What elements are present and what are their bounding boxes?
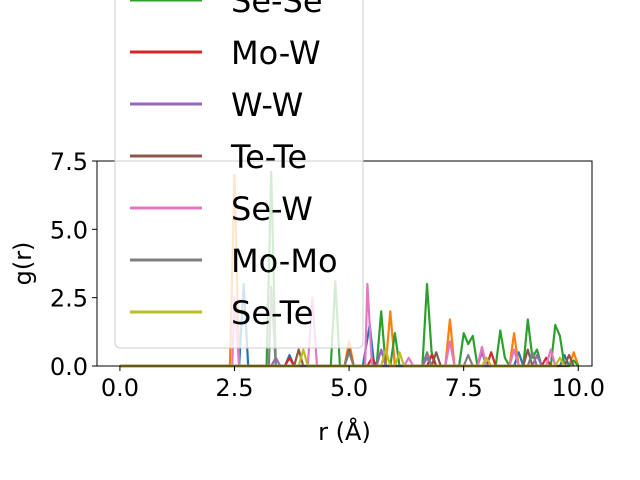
y-tick-label: 2.5 xyxy=(50,285,88,313)
y-axis-ticks: 0.0 2.5 5.0 7.5 xyxy=(50,148,97,381)
legend-label: W-W xyxy=(231,86,303,124)
legend-label: Se-Se xyxy=(231,0,323,20)
x-tick-label: 10.0 xyxy=(552,374,605,402)
legend-label: Se-Te xyxy=(231,294,313,332)
x-tick-label: 7.5 xyxy=(445,374,483,402)
y-tick-label: 5.0 xyxy=(50,216,88,244)
x-tick-label: 2.5 xyxy=(215,374,253,402)
y-tick-label: 7.5 xyxy=(50,148,88,176)
legend-label: Mo-Mo xyxy=(231,242,338,280)
legend-label: Te-Te xyxy=(230,138,307,176)
x-axis-ticks: 0.0 2.5 5.0 7.5 10.0 xyxy=(101,366,605,402)
y-tick-label: 0.0 xyxy=(50,353,88,381)
x-axis-label: r (Å) xyxy=(318,417,371,446)
legend-label: Mo-W xyxy=(231,34,321,72)
legend-items: Se-Se Mo-W W-W Te-Te Se-W Mo-Mo Se-Te xyxy=(130,0,338,332)
legend: Se-Se Mo-W W-W Te-Te Se-W Mo-Mo Se-Te xyxy=(114,0,364,349)
y-axis-label: g(r) xyxy=(9,242,37,286)
x-tick-label: 0.0 xyxy=(101,374,139,402)
legend-label: Se-W xyxy=(231,190,313,228)
x-tick-label: 5.0 xyxy=(330,374,368,402)
